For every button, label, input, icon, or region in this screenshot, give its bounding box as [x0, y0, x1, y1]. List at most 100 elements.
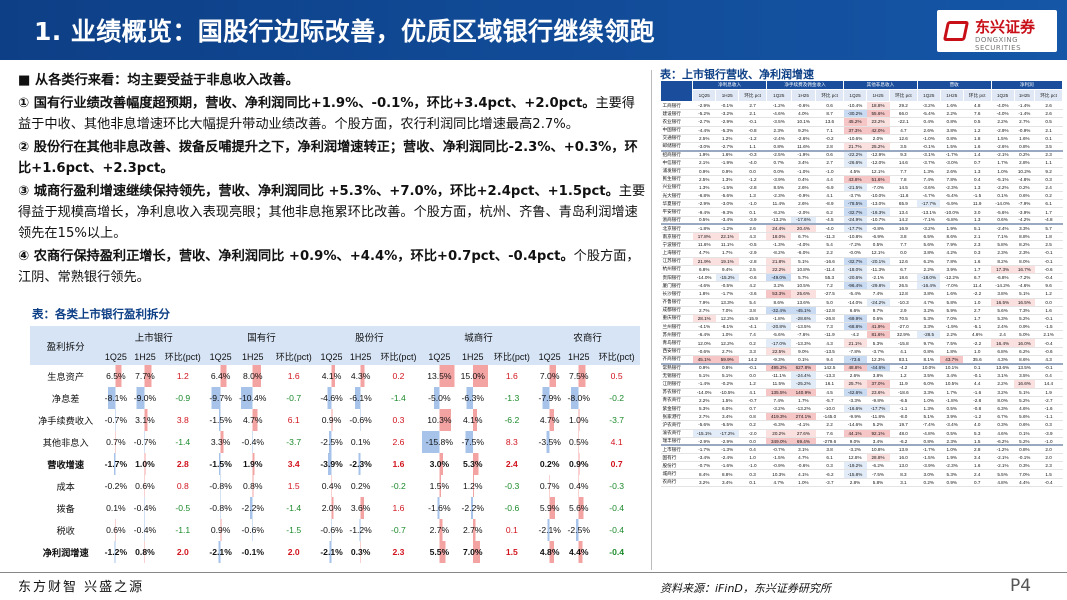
table-cell: 2.6%	[791, 183, 816, 193]
sub-header: 环比 pct	[815, 89, 845, 102]
table-cell: 1.7	[963, 314, 992, 324]
table-cell: 13.6%	[791, 298, 816, 307]
sub-header: 环比 pct	[738, 89, 767, 102]
table-cell: 3.5%	[917, 371, 941, 381]
table-cell: 2.4	[505, 459, 518, 469]
table-cell: 1.6%	[715, 149, 739, 160]
row-label: 净息差	[51, 394, 80, 404]
table-cell: -4.8%	[1014, 175, 1035, 184]
table-cell: 1.6	[1034, 306, 1063, 315]
table-cell: 0.5%	[940, 429, 964, 438]
table-cell: 0.5%	[692, 216, 716, 225]
table-cell: -2.9%	[692, 437, 716, 446]
table-row: 北京银行 -1.8% -1.2% 2.6 24.4% 20.4% -4.0 -17.7% -0.…	[660, 223, 1063, 234]
footer-slogan: 东方财智 兴盛之源	[18, 580, 145, 595]
table-cell: -1.8%	[940, 396, 964, 405]
table-cell: 2.0	[1034, 444, 1063, 455]
table-cell: 21.8%	[766, 257, 792, 266]
table-cell: -3.0%	[715, 199, 739, 209]
table-cell: 3.5%	[1014, 371, 1035, 381]
table-cell: 0.4%	[564, 475, 594, 497]
table-cell: 13.6	[815, 117, 844, 127]
bullet-bold-text: ③ 城商行盈利增速继续保持领先，营收、净利润同比 +5.3%、+7.0%，环比+…	[18, 184, 619, 199]
table-cell: 5.1	[963, 223, 992, 234]
bank-name: 交通银行	[660, 134, 693, 143]
table-cell: 7.3	[815, 322, 844, 332]
table-cell: -26.6%	[843, 158, 867, 168]
table-cell: 48.8%	[843, 362, 867, 373]
bullet-item: ① 国有行业绩改善幅度超预期，营收、净利润同比+1.9%、-0.1%，环比+3.…	[18, 93, 648, 135]
table-cell: -1.2%	[991, 444, 1015, 455]
table-cell: -2.5%	[317, 431, 347, 453]
table-cell: 1.6	[963, 461, 992, 471]
table-cell: 8.4%	[692, 469, 716, 479]
table-cell: -11.1%	[766, 371, 792, 381]
table-cell: -3.2%	[917, 101, 941, 111]
table-cell: -0.2%	[715, 379, 739, 389]
table-cell: 0.8	[738, 412, 767, 422]
table-cell: -10.4%	[235, 387, 271, 409]
table-cell: 8.6%	[940, 232, 964, 242]
table-cell: 6.1	[1034, 199, 1063, 209]
table-cell: -24.4%	[791, 371, 816, 381]
table-cell: -32.4%	[766, 306, 792, 315]
table-cell: 1.2	[963, 126, 992, 135]
table-cell: 5.1%	[692, 371, 716, 381]
table-cell: -11.6	[889, 191, 918, 201]
table-cell: 1.8%	[692, 289, 716, 299]
bank-name: 邮储银行	[660, 142, 693, 152]
table-cell: -1.2	[963, 412, 992, 422]
table-cell: -3.9	[738, 216, 767, 225]
table-cell: -2.9%	[692, 199, 716, 209]
table-row: 营收增速 -1.7% 1.0% 2.8 -1.5% 1.9% 3.4 -3.9% -2.3% 1.…	[30, 453, 640, 475]
table-cell: 0.7	[610, 459, 623, 469]
table-cell: -279.6	[815, 437, 844, 446]
table-row: 民生银行 2.5% 1.3% -1.2 -3.9% 0.4% 4.4 43.8% 51.6% 7.…	[660, 175, 1063, 184]
table-cell: -1.9%	[940, 322, 964, 332]
table-cell: -3.4%	[715, 216, 739, 225]
table-cell: -6.8%	[692, 191, 716, 201]
table-cell: 0.2	[738, 420, 767, 430]
table-cell: 4.7%	[535, 409, 565, 431]
table-cell: -1.5%	[715, 183, 739, 193]
table-cell: -3.9%	[766, 175, 792, 184]
table-cell: 0.5%	[940, 404, 964, 414]
table-cell: -1.0	[738, 199, 767, 209]
table-cell: 13.5%	[1014, 362, 1035, 373]
table-cell: -0.1	[963, 371, 992, 381]
table-cell: -3.9%	[1014, 207, 1035, 217]
table-cell: -4.6%	[317, 387, 347, 409]
table-cell: 0.8%	[1014, 444, 1035, 455]
sub-header: 1Q25	[990, 89, 1015, 102]
table-cell: 1.3	[963, 216, 992, 225]
table-cell: 0.4%	[317, 475, 347, 497]
table-cell: -0.4	[1034, 338, 1063, 348]
table-cell: 0.9%	[206, 519, 236, 541]
table-cell: -13.5%	[791, 322, 816, 332]
table-cell: -0.2	[391, 481, 406, 491]
bank-name: 厦门银行	[660, 281, 693, 291]
table-cell: 1.6	[287, 371, 300, 381]
table-cell: 6.0%	[917, 379, 941, 389]
table-cell: 2.7	[738, 101, 767, 111]
table-cell: -0.1	[1034, 248, 1063, 258]
row-label: 净利润增速	[42, 548, 89, 558]
table-cell: -0.7%	[130, 431, 160, 453]
table-row: 兰州银行 -4.1% -8.1% -4.1 -20.8% -13.5% 7.3 -68.8% 4…	[660, 322, 1063, 332]
table-cell: 0.2	[392, 371, 405, 381]
table-cell: -4.0%	[791, 240, 816, 250]
table-cell: 44.1%	[843, 429, 867, 438]
table-cell: -7.0%	[940, 281, 964, 291]
table-cell: -0.1	[1034, 257, 1063, 266]
table-cell: -0.8%	[866, 223, 890, 234]
table-row: 华夏银行 -2.9% -3.0% -1.0 11.4% 2.6% -8.9 -78.5% -13…	[660, 199, 1063, 209]
sub-header: 1Q25	[765, 89, 792, 102]
table-cell: 7.0%	[535, 365, 565, 387]
sub-header: 1Q25	[535, 348, 565, 365]
table-row: 杭州银行 6.8% 9.4% 2.5 22.2% 10.8% -11.4 -18.0% -11.…	[660, 265, 1063, 274]
table-cell: -7.2%	[843, 240, 867, 250]
table-cell: -0.2	[609, 393, 625, 403]
table-cell: 11.9	[889, 379, 918, 389]
bullet-item: ④ 农商行保持盈利正增长，营收、净利润同比 +0.9%、+4.4%，环比+0.7…	[18, 246, 648, 288]
table-cell: 0.5%	[866, 240, 890, 250]
